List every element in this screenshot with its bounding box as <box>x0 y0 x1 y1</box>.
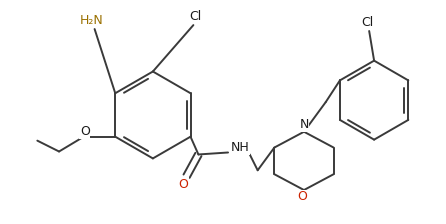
Text: O: O <box>297 190 307 203</box>
Text: H₂N: H₂N <box>80 14 103 27</box>
Text: O: O <box>179 178 189 191</box>
Text: Cl: Cl <box>189 10 202 23</box>
Text: N: N <box>299 118 309 131</box>
Text: NH: NH <box>231 141 249 154</box>
Text: O: O <box>80 125 90 138</box>
Text: Cl: Cl <box>361 16 373 29</box>
